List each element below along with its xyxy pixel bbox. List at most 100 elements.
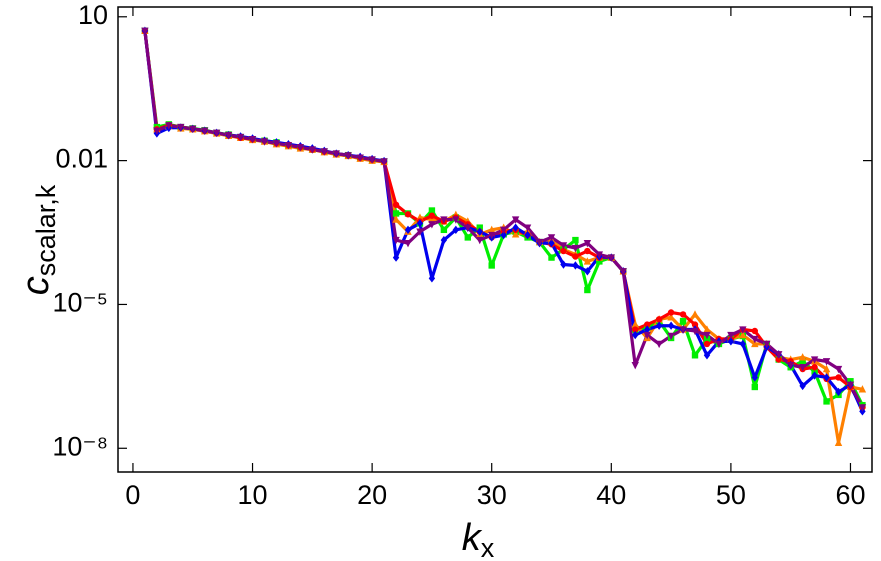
marker bbox=[392, 210, 400, 217]
marker bbox=[464, 234, 471, 241]
marker bbox=[679, 311, 687, 318]
marker bbox=[607, 254, 615, 262]
marker bbox=[380, 158, 388, 166]
marker bbox=[296, 144, 305, 152]
marker bbox=[224, 131, 233, 140]
marker bbox=[858, 404, 867, 412]
marker bbox=[643, 331, 651, 340]
series-line bbox=[143, 30, 864, 412]
marker bbox=[512, 223, 519, 232]
marker bbox=[691, 327, 699, 336]
marker bbox=[667, 313, 675, 321]
marker bbox=[584, 286, 591, 294]
marker bbox=[523, 224, 532, 232]
marker bbox=[416, 228, 424, 236]
marker bbox=[476, 236, 484, 245]
marker bbox=[165, 122, 173, 130]
marker bbox=[547, 234, 556, 242]
marker bbox=[500, 230, 507, 240]
marker bbox=[428, 274, 436, 283]
marker bbox=[272, 140, 281, 148]
x-axis-label: kx bbox=[462, 517, 495, 561]
marker bbox=[356, 154, 364, 162]
series-line bbox=[143, 30, 864, 409]
series-line bbox=[143, 30, 864, 409]
marker bbox=[392, 253, 400, 262]
marker bbox=[798, 353, 807, 361]
marker bbox=[548, 254, 555, 261]
marker bbox=[727, 331, 735, 340]
marker bbox=[834, 438, 843, 447]
x-tick-label: 40 bbox=[596, 480, 626, 510]
marker bbox=[464, 224, 472, 232]
marker bbox=[643, 321, 651, 328]
marker bbox=[572, 261, 579, 270]
marker bbox=[404, 239, 412, 248]
marker bbox=[428, 221, 436, 229]
marker bbox=[511, 230, 520, 238]
marker bbox=[775, 351, 783, 359]
marker bbox=[823, 398, 830, 405]
marker bbox=[632, 326, 639, 333]
marker bbox=[488, 225, 496, 234]
marker bbox=[332, 150, 340, 158]
marker bbox=[703, 351, 711, 360]
marker bbox=[392, 215, 400, 223]
marker bbox=[667, 332, 675, 341]
marker bbox=[440, 226, 448, 234]
x-tick-label: 10 bbox=[238, 480, 268, 510]
marker bbox=[153, 127, 161, 135]
marker bbox=[739, 339, 747, 349]
marker bbox=[715, 340, 723, 349]
marker bbox=[524, 230, 531, 240]
marker bbox=[392, 201, 400, 208]
y-tick-label: 10⁻⁵ bbox=[53, 288, 108, 318]
marker bbox=[511, 216, 520, 224]
x-label-subscript: x bbox=[481, 533, 495, 561]
marker bbox=[823, 373, 830, 382]
marker bbox=[786, 362, 795, 370]
marker bbox=[559, 242, 568, 250]
marker bbox=[201, 127, 209, 135]
marker bbox=[535, 238, 544, 247]
marker bbox=[572, 236, 579, 244]
marker bbox=[822, 358, 831, 366]
x-tick-label: 50 bbox=[716, 480, 746, 510]
marker bbox=[751, 335, 759, 344]
marker bbox=[584, 267, 591, 276]
x-tick-label: 60 bbox=[835, 480, 865, 510]
marker bbox=[320, 148, 328, 156]
marker bbox=[643, 325, 651, 334]
marker bbox=[428, 212, 436, 219]
marker bbox=[739, 330, 747, 339]
marker bbox=[548, 238, 555, 248]
marker bbox=[846, 381, 855, 390]
marker bbox=[751, 327, 759, 335]
marker bbox=[751, 373, 759, 382]
marker bbox=[488, 231, 496, 240]
marker bbox=[703, 340, 711, 348]
marker bbox=[811, 364, 818, 371]
y-tick-label: 0.01 bbox=[55, 144, 108, 174]
marker bbox=[236, 133, 245, 142]
marker bbox=[835, 374, 842, 381]
marker bbox=[584, 247, 591, 255]
marker bbox=[571, 244, 580, 253]
marker bbox=[799, 381, 806, 391]
marker bbox=[452, 225, 460, 235]
marker bbox=[560, 247, 567, 255]
marker bbox=[344, 152, 352, 160]
marker bbox=[703, 331, 711, 340]
x-label-main: k bbox=[462, 517, 483, 559]
marker bbox=[679, 317, 687, 325]
marker bbox=[428, 215, 436, 223]
marker bbox=[798, 364, 807, 372]
y-label-subscript: scalar,k bbox=[31, 184, 61, 276]
marker bbox=[452, 216, 460, 224]
marker bbox=[667, 309, 675, 316]
marker bbox=[189, 125, 197, 134]
marker bbox=[404, 211, 412, 218]
marker bbox=[775, 356, 782, 363]
y-axis-label: cscalar,k bbox=[15, 184, 61, 295]
